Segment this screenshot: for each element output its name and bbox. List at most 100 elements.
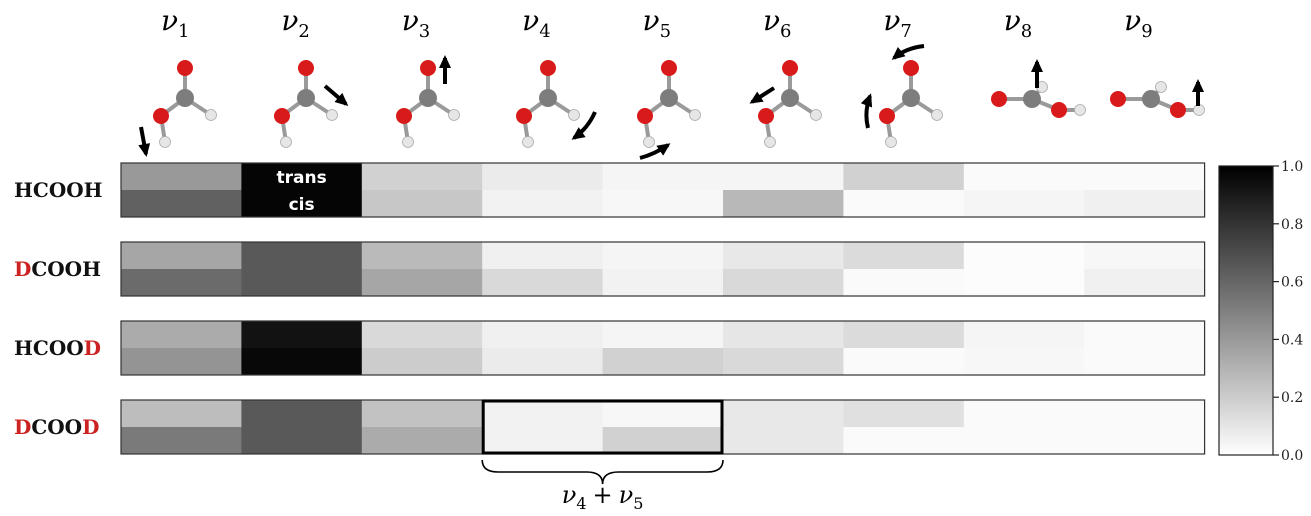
heatmap-cell [843,427,965,454]
molecule-label: HCOOH [14,178,103,202]
heatmap-cell [602,269,724,296]
molecule-label: DCOOD [14,415,99,439]
heatmap-cell [963,427,1085,454]
mode-label-1: ν1 [161,4,189,42]
colorbar-tick-label: 0.8 [1281,217,1303,233]
heatmap-cell [121,427,242,454]
molecule-label: DCOOH [14,257,101,281]
molecule-icon-5 [637,60,701,148]
heatmap-cell [843,348,965,375]
heatmap-cell [602,348,724,375]
colorbar-tick-label: 1.0 [1281,159,1303,175]
colorbar: 0.0 0.2 0.4 0.6 0.8 1.0 [1218,159,1303,464]
heatmap-cell [361,269,483,296]
heatmap-cell [241,427,363,454]
heatmap-cell [723,242,844,270]
motion-arrow-9 [1031,59,1043,88]
motion-arrow-2 [323,84,349,106]
heatmap-cell [361,400,483,428]
heatmap-cell [1084,190,1206,217]
heatmap-cell [963,190,1085,217]
motion-arrow-1 [138,126,151,157]
heatmap-cell [723,321,844,349]
heatmap-cell [361,190,483,217]
heatmap-cell [843,269,965,296]
heatmap-block-frame [120,320,1206,376]
colorbar-tick-label: 0.4 [1281,332,1303,348]
heatmap-cell [121,163,242,191]
heatmap-cell [361,242,483,270]
mode-label-2: ν2 [281,4,309,42]
heatmap-cell [241,163,363,191]
heatmap-cell [963,348,1085,375]
motion-arrow-8 [860,93,873,129]
heatmap-cell [482,321,604,349]
heatmap-cell [602,400,724,428]
colorbar-gradient [1218,165,1274,456]
heatmap-cell [361,321,483,349]
heatmap-cell [241,190,363,217]
heatmap-cell [963,163,1085,191]
heatmap-block-frame [120,241,1206,297]
heatmap-cell [1084,163,1206,191]
heatmap-cell [121,321,242,349]
heatmap-cell [482,242,604,270]
heatmap-cell [121,242,242,270]
heatmap-overlay: ν4 + ν5 [481,399,724,513]
heatmap-cell [602,427,724,454]
heatmap-cell [361,348,483,375]
heatmap-cell [723,427,844,454]
heatmap-cell [723,348,844,375]
heatmap-cell [723,190,844,217]
molecule-icon-4 [516,60,580,148]
heatmap-cell [1084,321,1206,349]
motion-arrow-5 [639,143,671,160]
molecule-icon-2 [274,60,338,148]
heatmap-cell [1084,427,1206,454]
combination-brace [481,459,724,485]
conformer-label-trans: trans [276,168,326,188]
heatmap-cell [1084,269,1206,296]
motion-arrow-3 [439,55,451,84]
colorbar-tick-label: 0.0 [1281,448,1303,464]
heatmap-cell [121,400,242,428]
row-labels: HCOOH DCOOH HCOOD DCOOD [14,178,103,439]
mode-label-8: ν8 [1004,4,1032,42]
heatmap-cell [1084,242,1206,270]
heatmap-block-frame [120,162,1206,218]
heatmap-cell [602,163,724,191]
heatmap-cell [482,427,604,454]
heatmap-cell [241,348,363,375]
heatmap-cell [723,163,844,191]
heatmap-cell [241,321,363,349]
heatmap-cell [843,190,965,217]
mode-label-6: ν6 [763,4,791,42]
mode-headers: ν1 ν2 ν3 ν4 ν5 ν6 ν7 ν8 ν9 [161,4,1153,42]
molecule-icon-1 [153,60,217,148]
heatmap-cell [482,400,604,428]
heatmap-cell [361,163,483,191]
highlight-box [481,399,724,455]
mode-label-9: ν9 [1124,4,1152,42]
heatmap-cell [843,163,965,191]
combination-label: ν4 + ν5 [562,481,644,513]
heatmap-cell [482,348,604,375]
motion-arrow-7 [891,44,925,60]
motion-arrow-4 [571,111,597,140]
molecule-icon-7 [879,60,943,148]
motion-arrow-6 [749,86,776,104]
molecule-icon-6 [758,60,822,148]
molecule-label: HCOOD [14,336,101,360]
heatmap-cell [482,190,604,217]
motion-arrow-10 [1192,79,1204,106]
heatmap-cell [121,190,242,217]
heatmap-cell [723,269,844,296]
heatmap-cell [241,242,363,270]
heatmap-cell [963,321,1085,349]
heatmap-cell [1084,400,1206,428]
heatmap-cell [482,269,604,296]
heatmap-cell [963,242,1085,270]
conformer-label-cis: cis [289,195,315,215]
heatmap-cell [843,321,965,349]
heatmap-cell [602,190,724,217]
